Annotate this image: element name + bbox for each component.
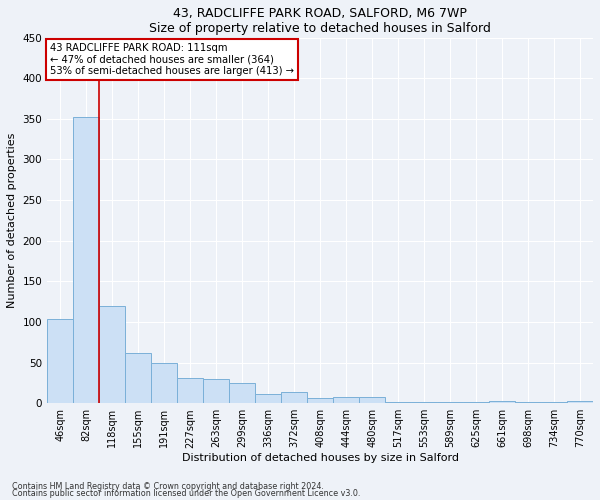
Bar <box>125 353 151 403</box>
Bar <box>489 400 515 403</box>
Bar <box>333 398 359 403</box>
Title: 43, RADCLIFFE PARK ROAD, SALFORD, M6 7WP
Size of property relative to detached h: 43, RADCLIFFE PARK ROAD, SALFORD, M6 7WP… <box>149 7 491 35</box>
Bar <box>411 402 437 403</box>
Bar <box>177 378 203 403</box>
X-axis label: Distribution of detached houses by size in Salford: Distribution of detached houses by size … <box>182 453 458 463</box>
Bar <box>99 306 125 403</box>
Text: Contains public sector information licensed under the Open Government Licence v3: Contains public sector information licen… <box>12 489 361 498</box>
Bar <box>229 383 255 403</box>
Bar <box>541 402 567 403</box>
Bar <box>203 379 229 403</box>
Bar <box>151 362 177 403</box>
Bar <box>437 402 463 403</box>
Y-axis label: Number of detached properties: Number of detached properties <box>7 132 17 308</box>
Bar <box>385 402 411 403</box>
Bar <box>281 392 307 403</box>
Bar <box>567 400 593 403</box>
Bar <box>47 318 73 403</box>
Bar <box>359 398 385 403</box>
Bar <box>515 402 541 403</box>
Bar <box>73 117 99 403</box>
Text: Contains HM Land Registry data © Crown copyright and database right 2024.: Contains HM Land Registry data © Crown c… <box>12 482 324 491</box>
Bar <box>255 394 281 403</box>
Bar <box>463 402 489 403</box>
Text: 43 RADCLIFFE PARK ROAD: 111sqm
← 47% of detached houses are smaller (364)
53% of: 43 RADCLIFFE PARK ROAD: 111sqm ← 47% of … <box>50 43 294 76</box>
Bar <box>307 398 333 403</box>
